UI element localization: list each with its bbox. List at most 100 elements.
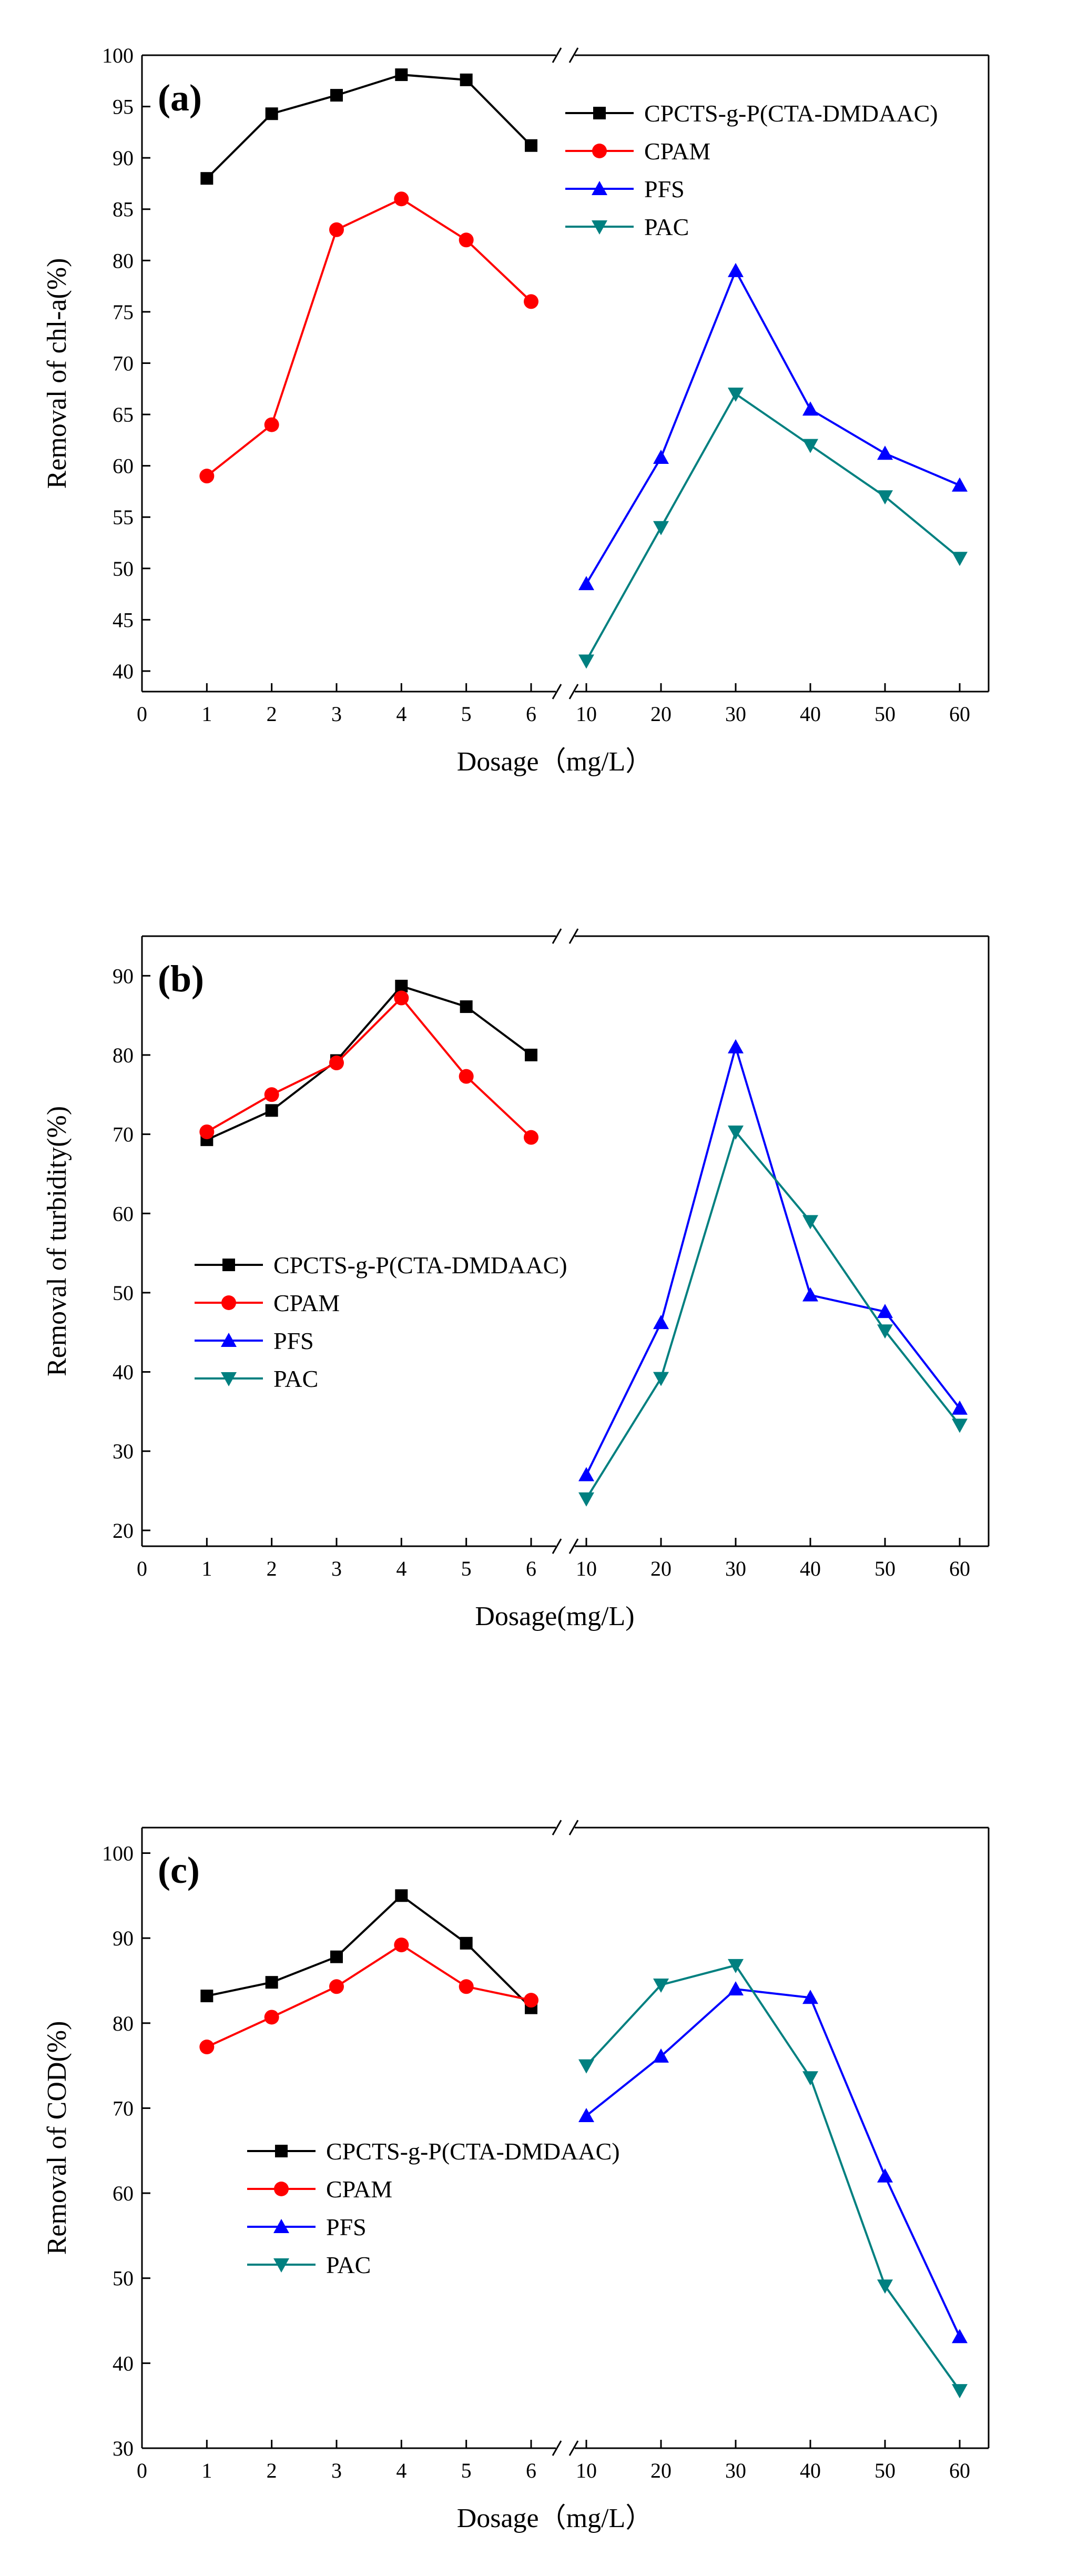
x-tick-label: 0: [137, 1557, 147, 1580]
y-tick-label: 60: [113, 1202, 134, 1225]
series-pac: [578, 1959, 968, 2399]
series-line: [206, 1894, 532, 2009]
data-point: [653, 450, 669, 464]
x-axis-label: Dosage(mg/L): [475, 1601, 634, 1631]
x-tick-label: 0: [137, 702, 147, 726]
y-tick-label: 70: [113, 1123, 134, 1147]
y-tick-label: 70: [113, 2096, 134, 2120]
legend-marker: [275, 2145, 288, 2157]
y-tick-label: 90: [113, 964, 134, 988]
data-point: [728, 1981, 744, 1996]
legend-label: PAC: [326, 2252, 371, 2278]
data-point: [728, 1959, 744, 1973]
x-tick-label: 3: [331, 702, 342, 726]
x-tick-label: 40: [800, 2459, 821, 2482]
data-point: [199, 2040, 215, 2055]
y-tick-label: 60: [113, 2182, 134, 2205]
x-tick-label: 5: [461, 1557, 472, 1580]
y-axis-label: Removal of turbidity(%): [42, 1106, 72, 1376]
series-cpam: [199, 1938, 538, 2055]
data-point: [653, 1372, 669, 1386]
series-line: [206, 996, 532, 1139]
panel-label: (b): [158, 958, 204, 1000]
axis-break-mark: [568, 2440, 579, 2456]
legend-marker: [273, 2219, 289, 2233]
x-tick-label: 60: [949, 1557, 970, 1580]
chart-panel-3: 30 40 50 60 70 80 90 100 0 1 2 3 4 5 6 10 20 30 40 50 60 Dosa…: [42, 1820, 990, 2533]
axis-break-mark: [552, 1538, 562, 1554]
y-tick-label: 90: [113, 146, 134, 170]
data-point: [395, 68, 408, 82]
data-point: [802, 401, 818, 416]
x-tick-label: 40: [800, 702, 821, 726]
legend-marker: [273, 2258, 289, 2273]
y-tick-label: 45: [113, 608, 134, 632]
legend-marker: [221, 1372, 237, 1386]
data-point: [525, 139, 537, 152]
axis-break-gap: [556, 1543, 575, 1549]
data-point: [330, 1950, 343, 1963]
data-point: [653, 2048, 669, 2063]
y-tick-label: 30: [113, 2437, 134, 2460]
legend-label: CPCTS-g-P(CTA-DMDAAC): [644, 100, 938, 127]
x-tick-label: 2: [267, 2459, 277, 2482]
data-point: [524, 294, 538, 309]
series-pfs: [578, 1981, 968, 2344]
panel-label: (a): [158, 77, 202, 119]
data-point: [459, 232, 474, 248]
series-pac: [578, 1125, 968, 1507]
legend-label: CPCTS-g-P(CTA-DMDAAC): [273, 1252, 567, 1279]
series-cpam: [199, 990, 538, 1145]
axis-break-mark: [568, 47, 579, 63]
x-tick-label: 60: [949, 2459, 970, 2482]
data-point: [802, 1990, 818, 2004]
series-line: [585, 1043, 961, 1476]
y-axis-label: Removal of COD(%): [42, 2021, 72, 2255]
x-axis-label: Dosage（mg/L）: [457, 2503, 653, 2533]
data-point: [952, 2329, 968, 2344]
legend-label: PAC: [273, 1365, 318, 1392]
x-tick-label: 10: [576, 2459, 597, 2482]
x-tick-label: 50: [874, 2459, 896, 2482]
legend-marker: [274, 2182, 289, 2196]
data-point: [264, 417, 279, 432]
data-point: [952, 477, 968, 492]
data-point: [200, 172, 213, 185]
x-tick-label: 30: [725, 1557, 746, 1580]
x-tick-label: 2: [267, 702, 277, 726]
series-cpcts-g-p-cta-dmdaac-: [200, 68, 537, 185]
data-point: [460, 1936, 473, 1950]
series-pac: [578, 388, 968, 669]
x-tick-label: 6: [526, 702, 536, 726]
x-tick-label: 4: [396, 2459, 406, 2482]
y-tick-label: 20: [113, 1519, 134, 1543]
y-tick-label: 50: [113, 1281, 134, 1305]
y-tick-label: 100: [102, 1841, 134, 1865]
legend-marker: [593, 107, 606, 119]
data-point: [394, 1938, 409, 1953]
axis-break-gap: [556, 2445, 575, 2451]
x-tick-label: 5: [461, 2459, 472, 2482]
series-cpam: [199, 191, 538, 484]
x-tick-label: 30: [725, 702, 746, 726]
data-point: [459, 1069, 474, 1084]
data-point: [265, 1976, 278, 1989]
data-point: [330, 89, 343, 102]
series-line: [585, 268, 960, 585]
x-tick-label: 0: [137, 2459, 147, 2482]
data-point: [264, 1087, 279, 1102]
data-point: [578, 2059, 594, 2074]
series-line: [206, 1943, 532, 2048]
legend-label: PFS: [326, 2214, 367, 2240]
axis-break-gap: [556, 688, 575, 695]
y-tick-label: 100: [102, 44, 134, 67]
y-tick-label: 30: [113, 1439, 134, 1463]
legend: CPCTS-g-P(CTA-DMDAAC) CPAM PFS PAC: [565, 100, 938, 240]
x-axis-label: Dosage（mg/L）: [457, 747, 653, 777]
panel-label: (c): [158, 1849, 200, 1891]
data-point: [802, 439, 818, 453]
data-point: [877, 2168, 893, 2183]
axis-break-mark: [552, 47, 562, 63]
data-point: [728, 1125, 744, 1140]
